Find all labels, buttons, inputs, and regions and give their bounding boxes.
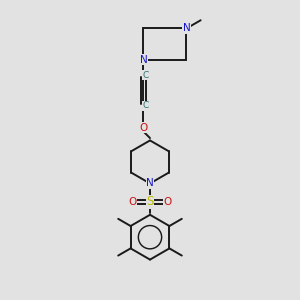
Text: S: S (146, 196, 154, 208)
Text: O: O (139, 123, 148, 133)
Text: N: N (183, 23, 190, 34)
Text: C: C (143, 71, 149, 80)
Text: N: N (146, 178, 154, 188)
Text: C: C (143, 101, 149, 110)
Text: O: O (129, 197, 137, 207)
Text: N: N (140, 55, 147, 64)
Text: O: O (163, 197, 171, 207)
